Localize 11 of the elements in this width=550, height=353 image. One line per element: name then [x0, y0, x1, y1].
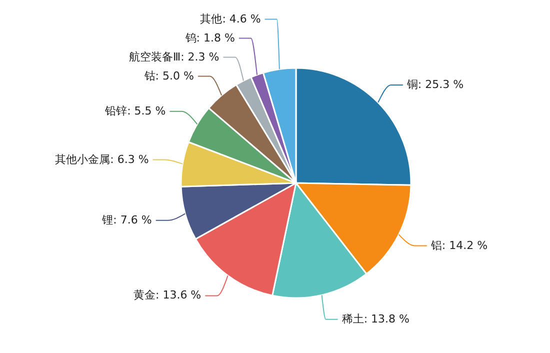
slice-label: 铜: 25.3 % [406, 78, 464, 91]
slice-label: 锂: 7.6 % [101, 213, 152, 226]
slice-label: 铝: 14.2 % [430, 238, 488, 252]
slice-label: 稀土: 13.8 % [342, 312, 410, 326]
slice-label: 钴: 5.0 % [143, 69, 194, 82]
slice-label: 其他: 4.6 % [200, 12, 261, 26]
slice-label: 钨: 1.8 % [184, 31, 235, 44]
slice-label: 航空装备Ⅲ: 2.3 % [129, 50, 220, 64]
slice-label: 黄金: 13.6 % [133, 288, 202, 302]
slice-label: 铅锌: 5.5 % [104, 104, 166, 118]
slice-label: 其他小金属: 6.3 % [55, 152, 149, 166]
